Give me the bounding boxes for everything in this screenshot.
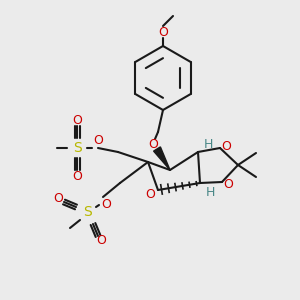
Text: O: O	[158, 26, 168, 38]
Text: S: S	[84, 205, 92, 219]
Text: S: S	[73, 141, 81, 155]
Text: O: O	[72, 113, 82, 127]
Text: O: O	[148, 137, 158, 151]
Text: O: O	[221, 140, 231, 152]
Text: O: O	[96, 233, 106, 247]
Text: O: O	[53, 193, 63, 206]
Text: O: O	[223, 178, 233, 190]
Text: O: O	[145, 188, 155, 202]
Text: O: O	[101, 197, 111, 211]
Text: O: O	[72, 169, 82, 182]
Text: H: H	[203, 137, 213, 151]
Text: O: O	[93, 134, 103, 146]
Polygon shape	[154, 147, 170, 170]
Text: H: H	[205, 187, 215, 200]
